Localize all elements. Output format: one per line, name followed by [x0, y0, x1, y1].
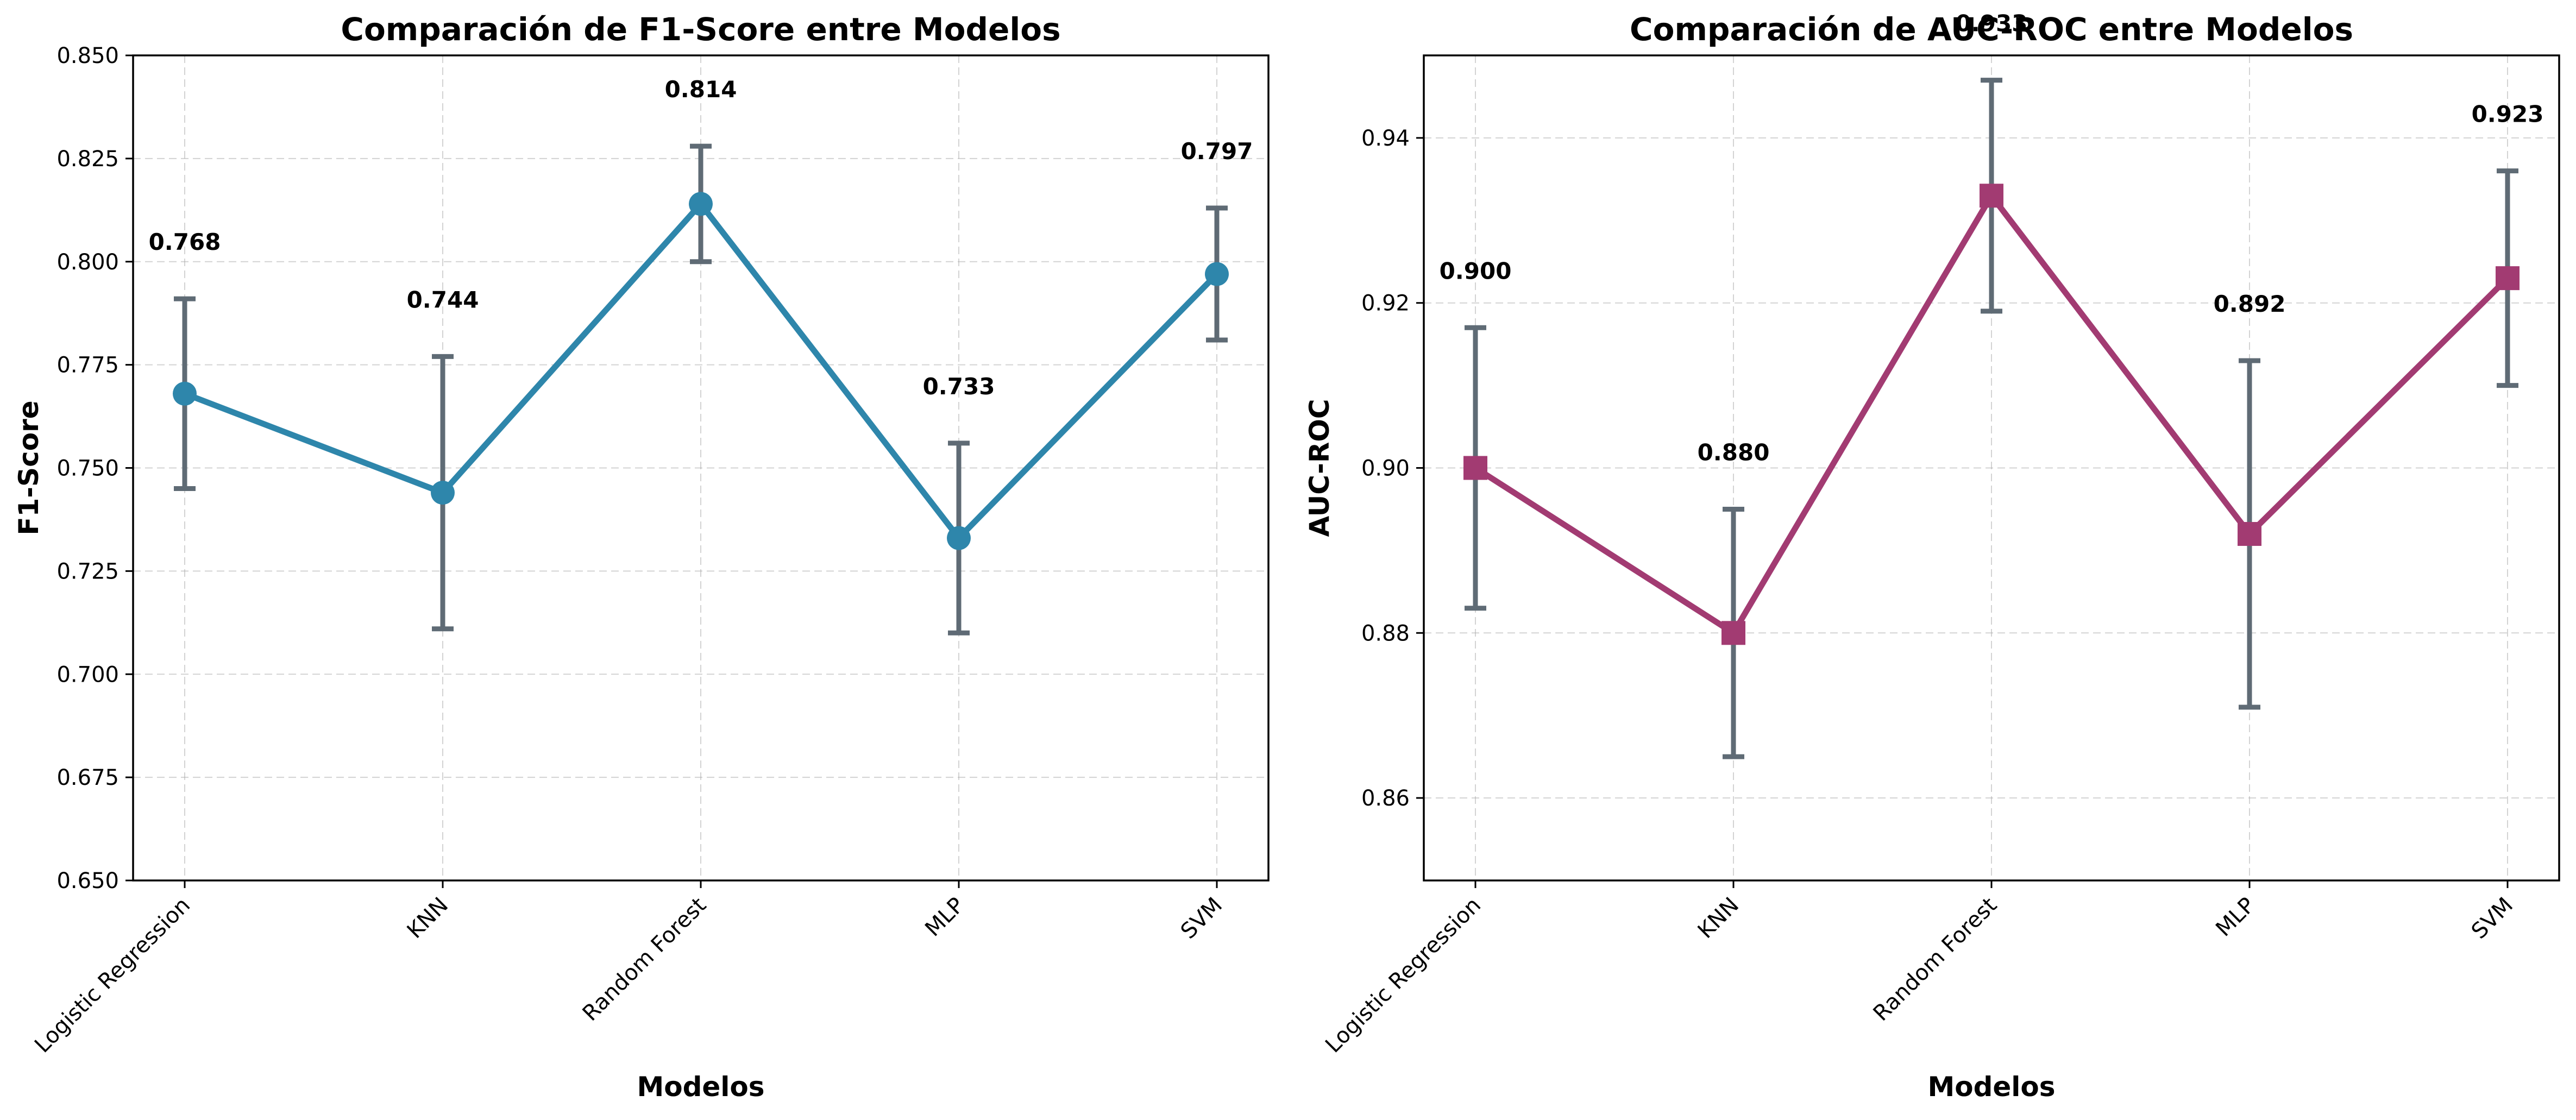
data-label: 0.733: [923, 373, 995, 400]
y-tick-label: 0.86: [1361, 786, 1410, 811]
data-label: 0.768: [149, 229, 221, 255]
data-label: 0.880: [1698, 439, 1770, 465]
y-tick-label: 0.650: [56, 869, 119, 894]
data-point: [689, 192, 713, 216]
data-point: [1463, 456, 1487, 480]
data-label: 0.892: [2214, 291, 2286, 317]
data-label: 0.814: [665, 76, 737, 103]
chart-title: Comparación de F1-Score entre Modelos: [341, 11, 1060, 48]
y-tick-label: 0.90: [1361, 456, 1410, 481]
x-axis-label: Modelos: [637, 1071, 764, 1103]
y-tick-label: 0.800: [56, 250, 119, 275]
y-tick-label: 0.825: [56, 147, 119, 172]
data-point: [947, 526, 971, 550]
y-tick-label: 0.88: [1361, 621, 1410, 646]
data-label: 0.744: [407, 286, 479, 313]
data-point: [431, 481, 455, 505]
data-point: [173, 381, 197, 406]
data-label: 0.900: [1440, 257, 1512, 284]
data-point: [2238, 522, 2261, 546]
y-tick-label: 0.94: [1361, 126, 1410, 151]
data-label: 0.923: [2472, 101, 2544, 128]
y-tick-label: 0.850: [56, 43, 119, 68]
data-label: 0.933: [1956, 10, 2028, 37]
data-point: [2496, 266, 2520, 291]
y-axis-label: F1-Score: [13, 400, 45, 535]
data-point: [1980, 184, 2003, 208]
data-point: [1205, 262, 1229, 286]
x-axis-label: Modelos: [1927, 1071, 2055, 1103]
y-tick-label: 0.750: [56, 456, 119, 481]
data-point: [1721, 621, 1745, 645]
y-tick-label: 0.675: [56, 765, 119, 790]
y-tick-label: 0.92: [1361, 291, 1410, 316]
y-tick-label: 0.775: [56, 353, 119, 378]
y-axis-label: AUC-ROC: [1304, 399, 1335, 537]
y-tick-label: 0.700: [56, 662, 119, 687]
chart-title: Comparación de AUC-ROC entre Modelos: [1630, 11, 2353, 48]
data-label: 0.797: [1181, 138, 1253, 165]
y-tick-label: 0.725: [56, 559, 119, 584]
